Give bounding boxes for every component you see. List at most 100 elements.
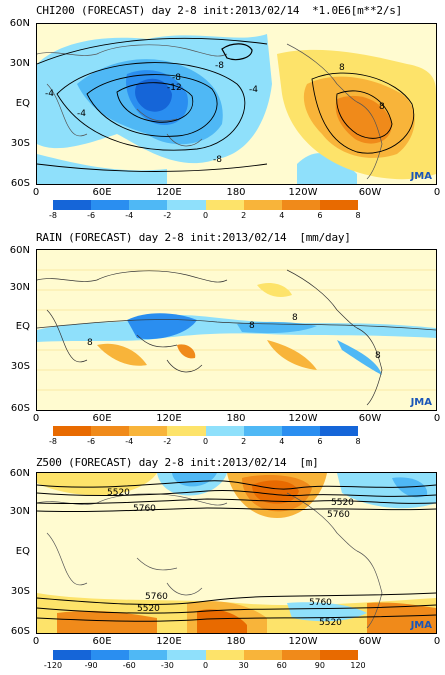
panel-title: CHI200 (FORECAST) day 2-8 init:2013/02/1…: [36, 4, 403, 17]
colorbar-swatch: [53, 426, 92, 436]
colorbar-tick: -4: [125, 437, 134, 446]
rain-panel: RAIN (FORECAST) day 2-8 init:2013/02/14 …: [0, 225, 445, 450]
colorbar-swatch: [281, 650, 320, 660]
lat-label: 60S: [10, 403, 30, 414]
lat-label: 60S: [10, 626, 30, 637]
colorbar-swatch: [129, 650, 168, 660]
lon-label: 0: [32, 636, 40, 647]
colorbar-swatch: [129, 200, 168, 210]
lon-label: 60E: [92, 187, 112, 198]
contour-label: -4: [45, 89, 54, 99]
colorbar-tick: 4: [279, 211, 285, 220]
contour-label: 5520: [137, 604, 160, 614]
lon-label: 0: [32, 187, 40, 198]
lon-label: 0: [433, 187, 441, 198]
colorbar-swatch: [205, 426, 244, 436]
lat-label: EQ: [15, 98, 30, 109]
panel-title: RAIN (FORECAST) day 2-8 init:2013/02/14 …: [36, 231, 351, 244]
z500-map: 5520 5760 5520 5760 5760 5520 5760 5520 …: [36, 472, 437, 634]
lon-label: 60E: [92, 636, 112, 647]
colorbar-tick: 0: [202, 661, 209, 670]
colorbar-swatch: [281, 200, 320, 210]
contour-label: 8: [375, 351, 381, 361]
colorbar-tick: -8: [49, 437, 57, 446]
lat-label: 30N: [9, 58, 30, 69]
colorbar-swatch: [319, 426, 358, 436]
colorbar-swatch: [91, 650, 130, 660]
lon-label: 120W: [288, 413, 318, 424]
colorbar-swatch: [243, 200, 282, 210]
colorbar-tick: -30: [160, 661, 174, 670]
colorbar-tick: -120: [43, 661, 63, 670]
colorbar-tick: 60: [276, 661, 287, 670]
contour-label: -12: [167, 83, 182, 93]
contour-label: 5520: [331, 498, 354, 508]
contour-label: 5520: [107, 488, 130, 498]
colorbar: [53, 200, 358, 210]
colorbar-tick: -90: [84, 661, 98, 670]
colorbar-tick: 2: [241, 211, 247, 220]
lon-label: 60W: [358, 187, 382, 198]
colorbar-tick: -6: [87, 437, 96, 446]
lat-label: 30N: [9, 282, 30, 293]
jma-logo: JMA: [410, 171, 432, 182]
lon-label: 60W: [358, 413, 382, 424]
colorbar-tick: 2: [241, 437, 247, 446]
lon-label: 60W: [358, 636, 382, 647]
contour-label: 8: [292, 313, 298, 323]
colorbar-swatch: [53, 650, 92, 660]
colorbar-tick: 6: [317, 211, 323, 220]
colorbar-tick: -60: [122, 661, 136, 670]
z500-panel: Z500 (FORECAST) day 2-8 init:2013/02/14 …: [0, 450, 445, 675]
lat-label: 60S: [10, 178, 30, 189]
contour-label: 5520: [319, 618, 342, 628]
colorbar-tick: -8: [49, 211, 57, 220]
contour-label: 5760: [309, 598, 332, 608]
lon-label: 120W: [288, 636, 318, 647]
colorbar-swatch: [243, 650, 282, 660]
rain-map: 8 8 8 8 JMA: [36, 249, 437, 411]
colorbar-swatch: [167, 650, 206, 660]
contour-label: -4: [77, 109, 86, 119]
colorbar: [53, 426, 358, 436]
colorbar-swatch: [205, 650, 244, 660]
lat-label: 30N: [9, 506, 30, 517]
contour-label: 8: [339, 63, 345, 73]
colorbar-swatch: [243, 426, 282, 436]
lon-label: 120W: [288, 187, 318, 198]
chi200-map: -8 -4 -8 -12 -4 -4 -8 8 8 JMA: [36, 23, 437, 185]
colorbar-tick: 6: [317, 437, 323, 446]
lon-label: 120E: [156, 413, 182, 424]
colorbar-tick: 120: [350, 661, 366, 670]
lon-label: 180: [226, 413, 246, 424]
jma-logo: JMA: [410, 620, 432, 631]
colorbar-swatch: [91, 200, 130, 210]
colorbar-swatch: [281, 426, 320, 436]
colorbar-tick: 0: [202, 211, 209, 220]
lon-label: 0: [433, 413, 441, 424]
colorbar-swatch: [129, 426, 168, 436]
lat-label: EQ: [15, 546, 30, 557]
colorbar-swatch: [53, 200, 92, 210]
lon-label: 120E: [156, 636, 182, 647]
contour-label: -8: [215, 61, 224, 71]
colorbar-swatch: [91, 426, 130, 436]
contour-label: -8: [172, 73, 181, 83]
lon-label: 0: [433, 636, 441, 647]
lon-label: 180: [226, 187, 246, 198]
contour-label: 8: [249, 321, 255, 331]
lat-label: 30S: [10, 586, 30, 597]
colorbar-swatch: [319, 650, 358, 660]
panel-title: Z500 (FORECAST) day 2-8 init:2013/02/14 …: [36, 456, 319, 469]
colorbar-tick: 8: [355, 437, 361, 446]
lat-label: 30S: [10, 361, 30, 372]
colorbar-swatch: [319, 200, 358, 210]
colorbar-tick: -2: [163, 211, 172, 220]
lon-label: 120E: [156, 187, 182, 198]
lat-label: 30S: [10, 138, 30, 149]
colorbar: [53, 650, 358, 660]
colorbar-tick: -4: [125, 211, 134, 220]
colorbar-swatch: [167, 426, 206, 436]
chi200-panel: CHI200 (FORECAST) day 2-8 init:2013/02/1…: [0, 0, 445, 225]
colorbar-tick: 4: [279, 437, 285, 446]
